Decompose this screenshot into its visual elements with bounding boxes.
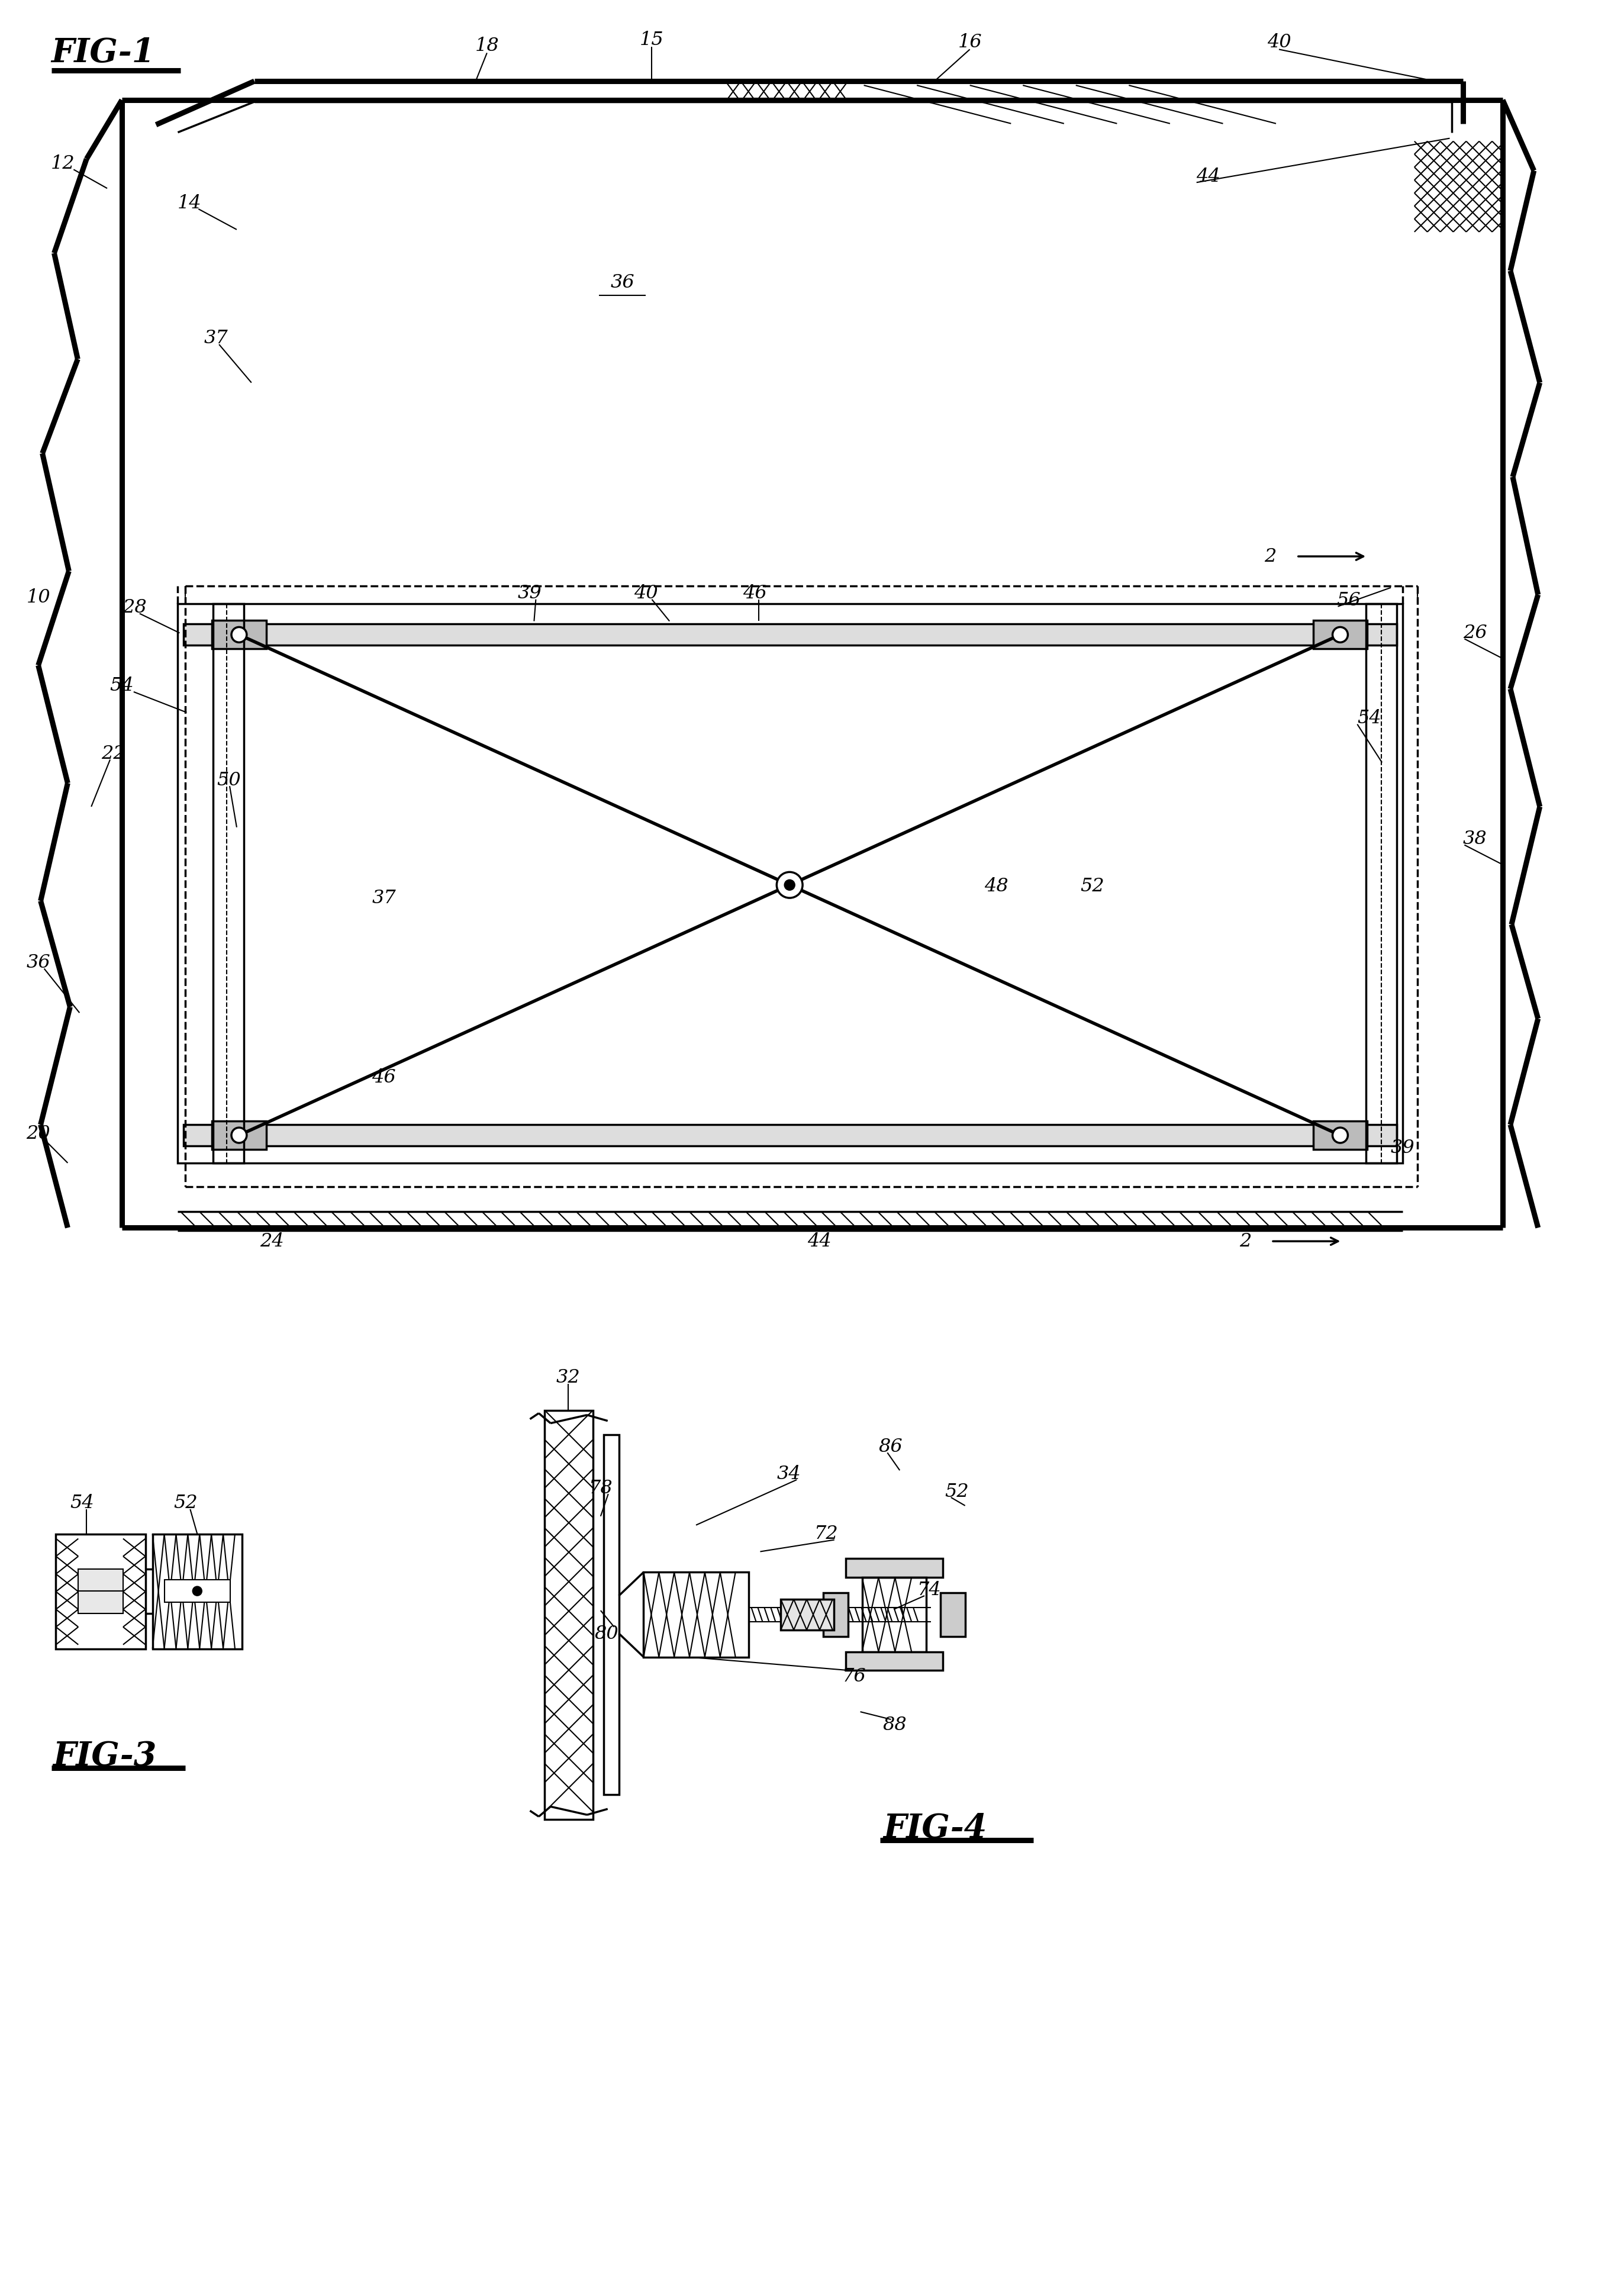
- Text: 88: 88: [883, 1715, 908, 1734]
- Bar: [55, 1535, 146, 1649]
- Bar: [846, 1651, 942, 1670]
- Bar: [862, 1578, 926, 1651]
- Text: 39: 39: [518, 583, 542, 604]
- Text: 46: 46: [742, 583, 767, 604]
- Text: 80: 80: [594, 1624, 619, 1642]
- Bar: [164, 1580, 231, 1603]
- Text: FIG-4: FIG-4: [883, 1814, 987, 1846]
- Text: 54: 54: [1358, 709, 1380, 727]
- Text: 76: 76: [841, 1667, 866, 1686]
- Text: 22: 22: [101, 746, 125, 764]
- Circle shape: [776, 871, 802, 899]
- Text: 54: 54: [110, 677, 133, 695]
- Text: 38: 38: [1463, 830, 1488, 848]
- Text: 32: 32: [555, 1368, 580, 1386]
- Text: 37: 37: [205, 329, 227, 348]
- Text: 44: 44: [1197, 167, 1220, 185]
- Bar: [781, 1599, 833, 1631]
- Circle shape: [1333, 627, 1348, 643]
- Text: 72: 72: [814, 1525, 838, 1544]
- Text: 10: 10: [26, 588, 50, 606]
- Text: 36: 36: [26, 954, 50, 972]
- Text: 78: 78: [588, 1480, 612, 1498]
- Bar: [177, 604, 1403, 1162]
- Bar: [1314, 620, 1367, 650]
- Bar: [823, 1592, 848, 1637]
- Text: 52: 52: [1080, 876, 1104, 894]
- Text: 52: 52: [945, 1482, 970, 1500]
- Circle shape: [1333, 1127, 1348, 1144]
- Bar: [78, 1569, 123, 1612]
- Circle shape: [193, 1587, 201, 1594]
- Text: 54: 54: [70, 1493, 94, 1512]
- Text: 12: 12: [50, 156, 75, 174]
- Text: 39: 39: [1390, 1139, 1415, 1157]
- Text: 14: 14: [177, 194, 201, 213]
- Text: 24: 24: [260, 1233, 284, 1251]
- Circle shape: [231, 627, 247, 643]
- Bar: [1366, 604, 1397, 1162]
- Bar: [184, 1125, 1397, 1146]
- Text: 40: 40: [633, 583, 658, 604]
- Bar: [153, 1535, 242, 1649]
- Circle shape: [784, 880, 794, 890]
- Text: 26: 26: [1463, 624, 1488, 643]
- Text: FIG-3: FIG-3: [54, 1740, 158, 1772]
- Bar: [544, 1411, 593, 1820]
- Bar: [643, 1571, 749, 1658]
- Text: FIG-1: FIG-1: [52, 37, 154, 69]
- Text: 2: 2: [1263, 547, 1276, 565]
- Bar: [213, 604, 244, 1162]
- Bar: [213, 1121, 266, 1150]
- Bar: [213, 620, 266, 650]
- Text: 74: 74: [916, 1580, 940, 1599]
- Bar: [1314, 1121, 1367, 1150]
- Text: 37: 37: [372, 890, 396, 908]
- Bar: [940, 1592, 965, 1637]
- Text: 52: 52: [174, 1493, 198, 1512]
- Bar: [846, 1560, 942, 1578]
- Circle shape: [231, 1127, 247, 1144]
- Text: 34: 34: [776, 1464, 801, 1482]
- Text: 46: 46: [372, 1068, 396, 1086]
- Text: 36: 36: [611, 274, 635, 293]
- Text: 48: 48: [984, 876, 1009, 894]
- Text: 15: 15: [640, 30, 664, 48]
- Text: 16: 16: [958, 32, 983, 53]
- Text: 28: 28: [123, 599, 146, 617]
- Text: 20: 20: [26, 1125, 50, 1144]
- Bar: [184, 624, 1397, 645]
- Text: 18: 18: [474, 37, 499, 55]
- Text: 40: 40: [1267, 32, 1291, 53]
- Text: 86: 86: [879, 1439, 903, 1457]
- Bar: [604, 1434, 619, 1795]
- Text: 2: 2: [1239, 1233, 1252, 1251]
- Text: 44: 44: [807, 1233, 831, 1251]
- Text: 50: 50: [218, 771, 240, 789]
- Text: 56: 56: [1337, 592, 1361, 611]
